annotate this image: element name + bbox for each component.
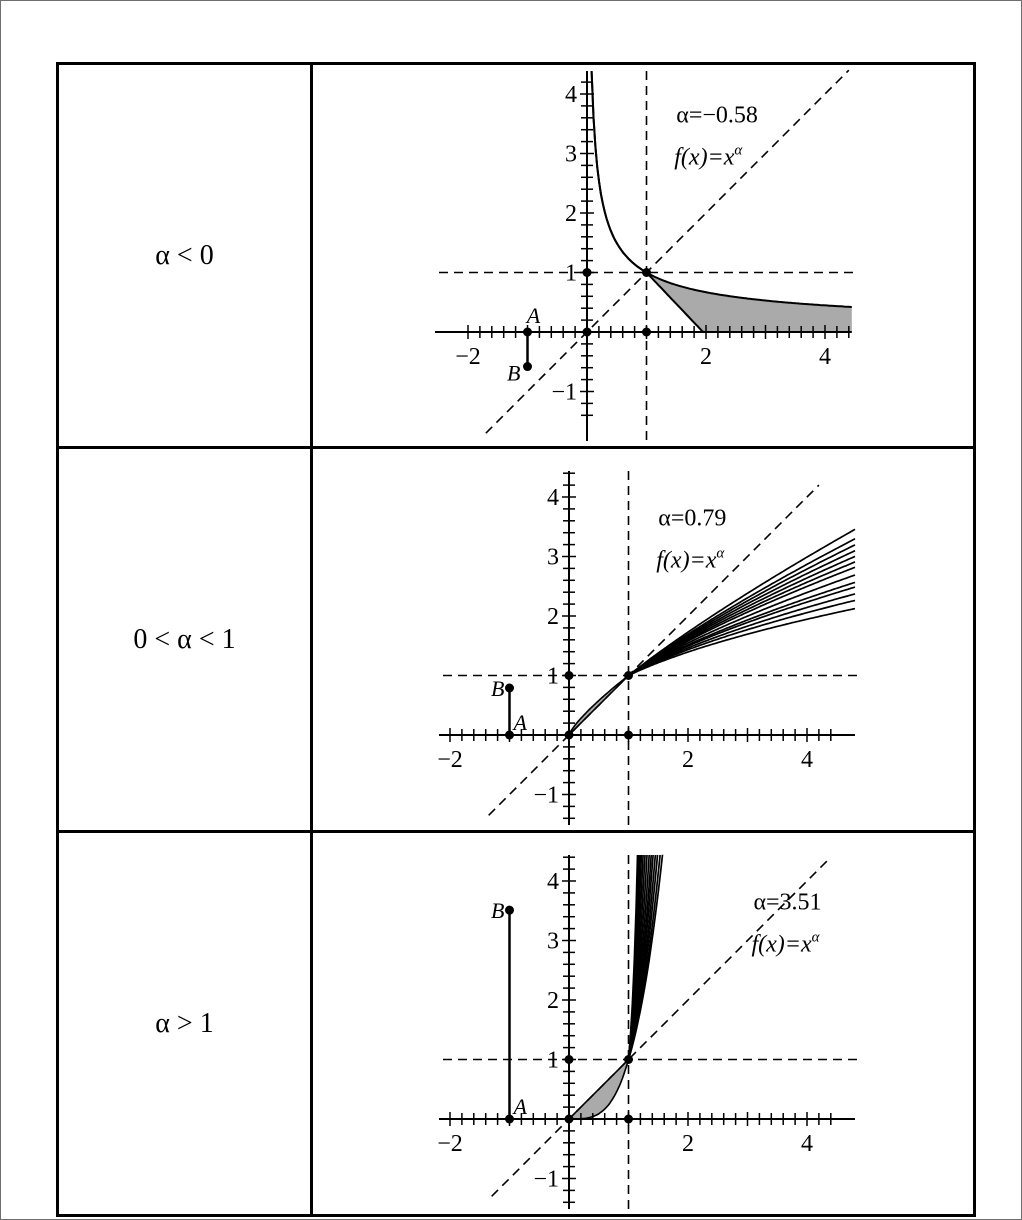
power-function-graph: −2 2 4 −1 1 2 3 4 A B α=3.51 f(x)=xα: [437, 854, 859, 1209]
family-curve: [628, 581, 856, 677]
point-a: [505, 730, 514, 740]
point-marker: [642, 327, 651, 337]
x-tick-label: 2: [682, 747, 694, 773]
x-tick-label: −2: [437, 747, 463, 773]
alpha-value-label: α=0.79: [658, 506, 726, 532]
alpha-value-label: α=−0.58: [676, 103, 758, 129]
y-tick-label: 1: [547, 664, 559, 690]
point-marker: [564, 671, 574, 680]
point-b: [523, 362, 532, 372]
power-function-graph: −2 2 4 −1 1 2 3 4 A Bα=−0.58 f(x)=xα: [435, 69, 855, 441]
case-label: 0 < α < 1: [56, 446, 313, 833]
diagonal-dashed-line: [488, 484, 820, 816]
y-tick-label: 3: [547, 929, 559, 955]
x-tick-label: 2: [682, 1131, 694, 1157]
y-tick-label: −1: [551, 380, 577, 406]
case-label: α < 0: [56, 62, 313, 449]
formula-label: f(x)=xα: [656, 546, 725, 574]
x-tick-label: 4: [801, 747, 813, 773]
point-marker: [564, 1055, 574, 1064]
point-marker: [564, 730, 574, 740]
power-function-graph: −2 2 4 −1 1 2 3 4 ABα=0.79 f(x)=xα: [437, 471, 859, 825]
y-tick-label: 2: [547, 988, 559, 1014]
formula-label: f(x)=xα: [674, 143, 743, 171]
y-tick-label: 2: [565, 201, 577, 227]
point-b: [505, 683, 514, 693]
x-tick-label: −2: [437, 1131, 463, 1157]
y-tick-label: −1: [533, 783, 559, 809]
family-curve: [628, 599, 856, 677]
family-curve: [627, 528, 856, 677]
point-a: [523, 327, 532, 337]
y-tick-label: 4: [547, 485, 559, 511]
x-tick-label: 4: [819, 344, 831, 370]
alpha-value-label: α=3.51: [753, 890, 821, 916]
y-tick-label: 4: [565, 82, 577, 108]
y-tick-label: 2: [547, 604, 559, 630]
formula-exponent: α: [734, 143, 743, 159]
x-tick-label: 2: [700, 344, 712, 370]
point-marker: [624, 730, 633, 740]
point-marker: [582, 268, 592, 277]
point-marker: [624, 1114, 633, 1124]
y-tick-label: −1: [533, 1167, 559, 1193]
formula-exponent: α: [812, 930, 821, 946]
point-marker: [582, 327, 592, 337]
point-marker: [624, 1055, 633, 1064]
point-marker: [564, 1114, 574, 1124]
family-curve: [627, 854, 639, 1060]
point-b: [505, 905, 514, 915]
y-tick-label: 3: [547, 545, 559, 571]
formula-exponent: α: [716, 546, 725, 562]
y-tick-label: 1: [565, 261, 577, 287]
point-a-label: A: [525, 303, 541, 328]
y-tick-label: 3: [565, 142, 577, 168]
point-b-label: B: [507, 361, 520, 386]
diagonal-dashed-line: [491, 856, 832, 1197]
family-curve: [628, 607, 856, 677]
y-tick-label: 4: [547, 869, 559, 895]
point-b-label: B: [491, 898, 504, 923]
point-a: [505, 1114, 514, 1124]
case-label: α > 1: [56, 830, 313, 1217]
point-marker: [642, 268, 651, 277]
diagonal-dashed-line: [485, 69, 850, 434]
family-curve: [627, 538, 856, 677]
x-tick-label: −2: [455, 344, 481, 370]
x-tick-label: 4: [801, 1131, 813, 1157]
point-a-label: A: [512, 710, 528, 735]
formula-label: f(x)=xα: [751, 930, 820, 958]
point-marker: [624, 671, 633, 680]
point-b-label: B: [491, 676, 504, 701]
point-a-label: A: [512, 1094, 528, 1119]
family-curve: [628, 593, 856, 677]
y-tick-label: 1: [547, 1048, 559, 1074]
family-curve: [628, 574, 856, 677]
